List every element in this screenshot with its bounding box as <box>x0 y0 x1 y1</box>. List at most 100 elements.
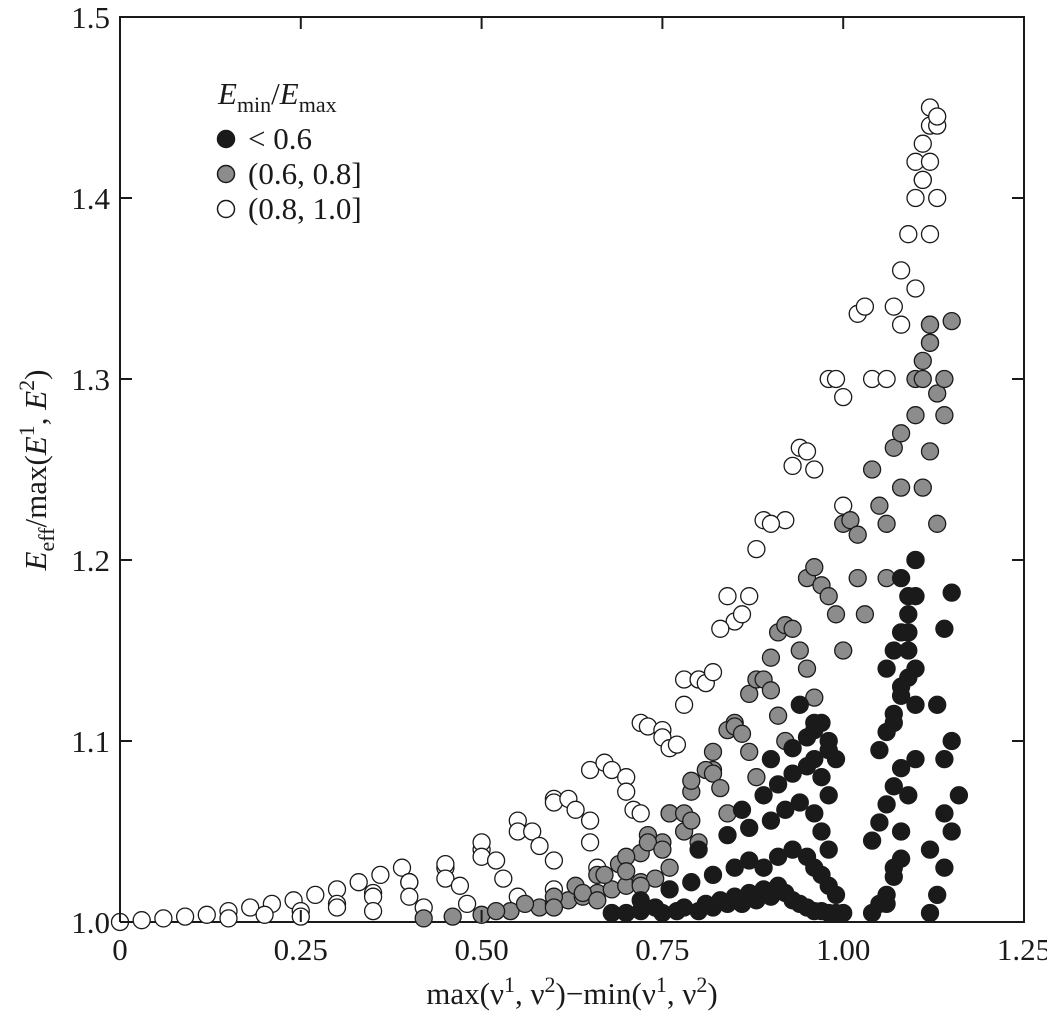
data-point <box>862 831 882 850</box>
data-point <box>349 873 368 892</box>
data-point <box>631 891 650 910</box>
data-point <box>486 901 506 921</box>
data-point <box>631 804 650 823</box>
data-point <box>949 786 969 805</box>
data-point <box>906 550 925 570</box>
data-point <box>935 804 954 823</box>
data-point <box>523 822 542 841</box>
data-point <box>761 648 781 667</box>
data-point <box>891 759 911 778</box>
x-tick-label: 1.00 <box>816 932 870 967</box>
data-point <box>588 891 607 910</box>
data-point <box>935 858 954 877</box>
data-point <box>812 822 831 841</box>
data-point <box>674 695 694 714</box>
data-point <box>920 225 940 244</box>
data-point <box>906 188 925 208</box>
data-point <box>761 811 781 830</box>
data-point <box>197 905 216 924</box>
data-point <box>819 840 838 859</box>
data-point <box>747 539 766 559</box>
y-tick-label: 1.0 <box>71 905 110 940</box>
data-point <box>942 311 961 331</box>
legend-label-lt06: < 0.6 <box>248 121 312 156</box>
data-point <box>862 460 882 479</box>
data-point <box>703 742 723 762</box>
data-point <box>805 558 824 577</box>
data-point <box>805 688 824 707</box>
data-point <box>935 406 954 425</box>
data-point <box>515 894 535 914</box>
data-point <box>899 587 918 606</box>
data-point <box>790 695 809 714</box>
data-points <box>110 98 969 932</box>
y-tick-label: 1.4 <box>71 181 110 216</box>
data-point <box>436 869 455 888</box>
data-point <box>682 811 701 830</box>
data-point <box>877 894 896 914</box>
legend-marker-06-08 <box>216 164 236 184</box>
data-point <box>834 641 853 660</box>
data-point <box>899 225 918 244</box>
data-point <box>870 740 889 760</box>
data-point <box>132 911 151 930</box>
data-point <box>617 782 636 801</box>
data-point <box>602 760 621 780</box>
legend-marker-lt06 <box>216 129 236 149</box>
data-point <box>718 825 737 845</box>
data-point <box>667 735 687 754</box>
x-axis-label: max(ν1, ν2)−min(ν1, ν2) <box>426 972 717 1011</box>
data-point <box>638 833 658 852</box>
data-point <box>761 749 781 769</box>
data-point <box>725 858 744 877</box>
data-point <box>891 478 911 497</box>
data-point <box>595 865 614 885</box>
data-point <box>942 731 961 751</box>
data-point <box>219 909 238 928</box>
data-point <box>884 713 903 733</box>
data-point <box>906 695 925 714</box>
data-point <box>920 152 940 171</box>
data-point <box>175 907 195 926</box>
data-point <box>913 134 932 153</box>
data-point <box>848 568 867 588</box>
data-point <box>790 641 809 660</box>
data-point <box>783 840 802 859</box>
data-point <box>920 442 940 461</box>
data-point <box>805 804 824 823</box>
data-point <box>891 677 911 696</box>
data-point <box>363 901 383 921</box>
x-tick-label: 0.25 <box>274 932 328 967</box>
y-tick-label: 1.5 <box>71 0 110 35</box>
data-point <box>740 684 759 704</box>
data-point <box>768 706 788 725</box>
data-point <box>899 641 918 660</box>
data-point <box>392 858 412 877</box>
data-point <box>754 858 773 877</box>
y-tick-label: 1.1 <box>71 724 110 759</box>
data-point <box>928 514 947 533</box>
data-point <box>689 840 708 859</box>
data-point <box>826 369 846 389</box>
data-point <box>703 663 723 682</box>
data-point <box>891 315 911 334</box>
data-point <box>241 898 260 917</box>
data-point <box>327 898 347 917</box>
data-point <box>573 883 592 903</box>
data-point <box>754 786 773 805</box>
data-point <box>776 800 795 819</box>
data-point <box>740 587 759 606</box>
data-point <box>783 456 802 476</box>
data-point <box>805 749 824 769</box>
data-point <box>486 851 506 870</box>
plot-frame <box>119 16 1025 923</box>
data-point <box>747 768 766 787</box>
y-axis-label: Eeff/max(E1, E2) <box>14 370 59 572</box>
data-point <box>740 742 759 762</box>
data-point <box>768 775 788 794</box>
data-point <box>580 760 600 780</box>
data-point <box>544 851 564 870</box>
data-point <box>732 724 752 743</box>
x-axis-ticks: 0 0.25 0.50 0.75 1.00 1.25 <box>112 17 1047 967</box>
data-point <box>826 605 846 624</box>
